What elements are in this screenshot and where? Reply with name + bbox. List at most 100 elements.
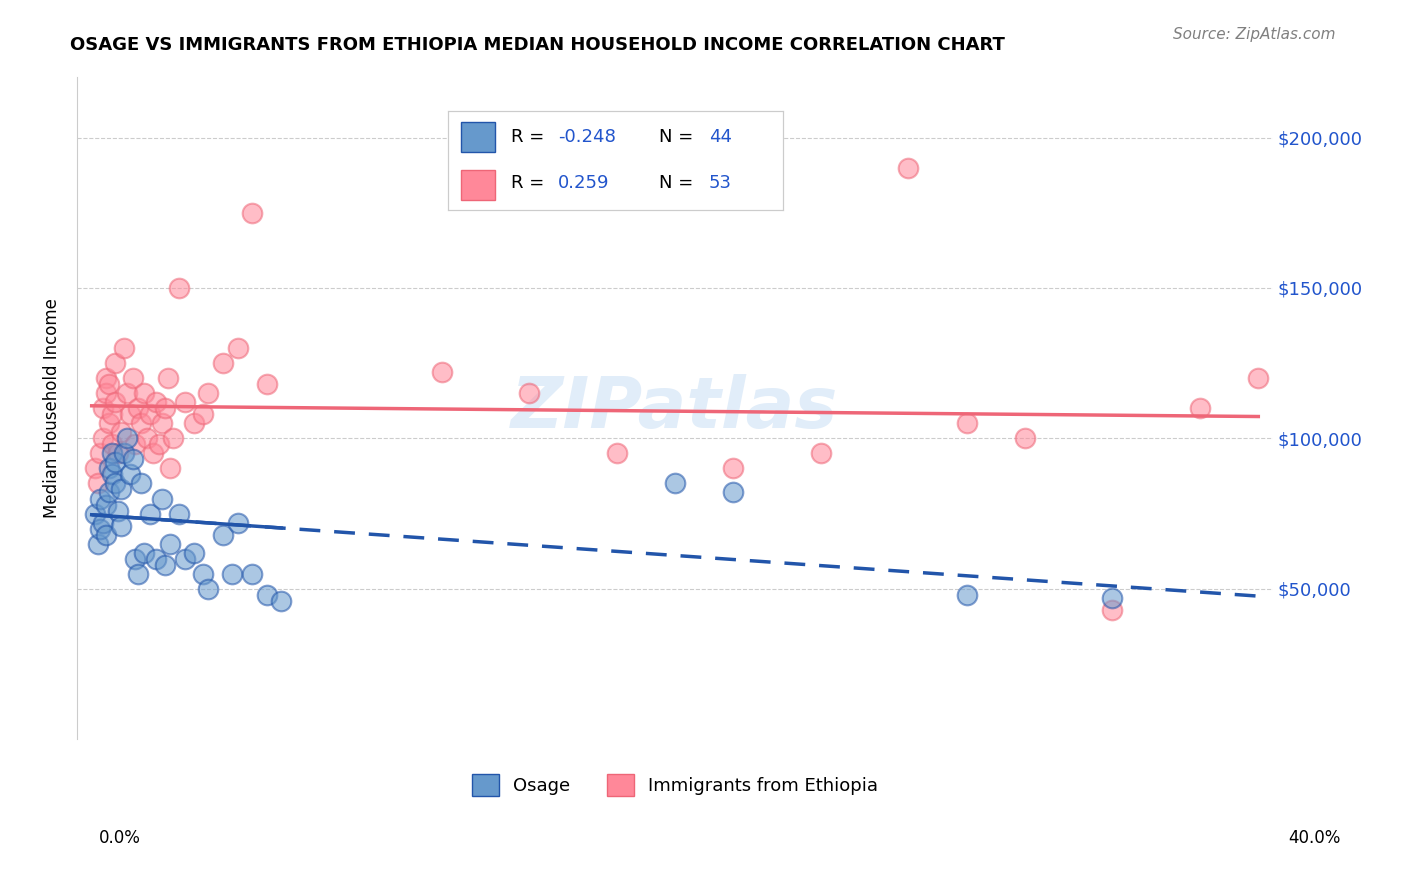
Point — [115, 386, 138, 401]
Point — [150, 491, 173, 506]
Point — [86, 476, 108, 491]
Point — [162, 431, 184, 445]
Point — [156, 371, 179, 385]
Point — [270, 594, 292, 608]
Point — [134, 546, 156, 560]
Point — [93, 431, 115, 445]
Point — [956, 588, 979, 602]
Point — [89, 491, 111, 506]
Point — [98, 461, 121, 475]
Point — [139, 507, 162, 521]
Point — [897, 161, 920, 175]
Point — [107, 446, 129, 460]
Point — [101, 446, 124, 460]
Point — [104, 395, 127, 409]
Point — [115, 431, 138, 445]
Point — [197, 582, 219, 596]
Point — [606, 446, 628, 460]
Text: OSAGE VS IMMIGRANTS FROM ETHIOPIA MEDIAN HOUSEHOLD INCOME CORRELATION CHART: OSAGE VS IMMIGRANTS FROM ETHIOPIA MEDIAN… — [70, 36, 1005, 54]
Point — [183, 417, 205, 431]
Point — [96, 527, 118, 541]
Point — [121, 452, 143, 467]
Point — [89, 446, 111, 460]
Point — [183, 546, 205, 560]
Point — [191, 566, 214, 581]
Point — [110, 518, 132, 533]
Point — [517, 386, 540, 401]
Point — [159, 536, 181, 550]
Point — [89, 522, 111, 536]
Point — [240, 206, 263, 220]
Point — [148, 437, 170, 451]
Point — [136, 431, 159, 445]
Point — [83, 507, 105, 521]
Point — [134, 386, 156, 401]
Point — [104, 476, 127, 491]
Point — [723, 461, 745, 475]
Point — [256, 588, 278, 602]
Y-axis label: Median Household Income: Median Household Income — [44, 298, 60, 518]
Point — [110, 483, 132, 497]
Point — [118, 467, 141, 482]
Point — [197, 386, 219, 401]
Point — [98, 485, 121, 500]
Point — [256, 377, 278, 392]
Point — [145, 395, 167, 409]
Point — [104, 455, 127, 469]
Point — [167, 507, 190, 521]
Point — [1101, 603, 1123, 617]
Text: 0.0%: 0.0% — [98, 829, 141, 847]
Point — [107, 503, 129, 517]
Legend: Osage, Immigrants from Ethiopia: Osage, Immigrants from Ethiopia — [464, 766, 886, 803]
Point — [1188, 401, 1211, 416]
Point — [221, 566, 243, 581]
Point — [121, 371, 143, 385]
Point — [150, 417, 173, 431]
Point — [104, 356, 127, 370]
Point — [142, 446, 165, 460]
Point — [96, 386, 118, 401]
Point — [112, 341, 135, 355]
Point — [96, 371, 118, 385]
Point — [1014, 431, 1036, 445]
Point — [174, 551, 197, 566]
Point — [240, 566, 263, 581]
Point — [167, 281, 190, 295]
Point — [153, 401, 176, 416]
Point — [139, 407, 162, 421]
Point — [212, 527, 235, 541]
Point — [118, 407, 141, 421]
Point — [101, 407, 124, 421]
Point — [129, 476, 152, 491]
Point — [101, 437, 124, 451]
Point — [127, 566, 149, 581]
Point — [956, 417, 979, 431]
Point — [1101, 591, 1123, 605]
Point — [226, 516, 249, 530]
Point — [191, 407, 214, 421]
Point — [1247, 371, 1270, 385]
Point — [127, 401, 149, 416]
Point — [110, 425, 132, 440]
Text: ZIPatlas: ZIPatlas — [512, 374, 839, 442]
Point — [83, 461, 105, 475]
Point — [124, 437, 146, 451]
Point — [212, 356, 235, 370]
Point — [129, 417, 152, 431]
Point — [810, 446, 832, 460]
Point — [96, 498, 118, 512]
Point — [124, 551, 146, 566]
Point — [145, 551, 167, 566]
Point — [174, 395, 197, 409]
Point — [664, 476, 686, 491]
Point — [112, 446, 135, 460]
Text: Source: ZipAtlas.com: Source: ZipAtlas.com — [1173, 27, 1336, 42]
Point — [93, 516, 115, 530]
Point — [98, 417, 121, 431]
Point — [98, 377, 121, 392]
Point — [159, 461, 181, 475]
Point — [86, 536, 108, 550]
Text: 40.0%: 40.0% — [1288, 829, 1341, 847]
Point — [723, 485, 745, 500]
Point — [93, 401, 115, 416]
